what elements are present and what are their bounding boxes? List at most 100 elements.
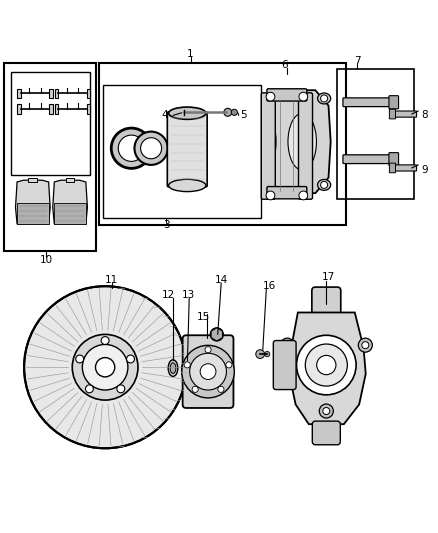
Text: 5: 5 bbox=[240, 110, 247, 120]
FancyBboxPatch shape bbox=[389, 163, 396, 173]
Circle shape bbox=[184, 362, 190, 368]
Polygon shape bbox=[15, 180, 50, 224]
Circle shape bbox=[231, 109, 237, 115]
Text: 15: 15 bbox=[197, 312, 210, 322]
Ellipse shape bbox=[182, 361, 191, 376]
Circle shape bbox=[192, 386, 198, 392]
Circle shape bbox=[72, 334, 138, 400]
Ellipse shape bbox=[318, 180, 331, 190]
Circle shape bbox=[111, 128, 152, 168]
FancyBboxPatch shape bbox=[389, 152, 399, 166]
Circle shape bbox=[266, 92, 275, 101]
FancyBboxPatch shape bbox=[312, 287, 341, 316]
FancyBboxPatch shape bbox=[267, 89, 307, 101]
Bar bbox=[99, 63, 346, 225]
Text: 7: 7 bbox=[353, 55, 360, 66]
Circle shape bbox=[317, 356, 336, 375]
Bar bbox=[87, 88, 91, 98]
Ellipse shape bbox=[318, 93, 331, 104]
FancyBboxPatch shape bbox=[312, 421, 340, 445]
Ellipse shape bbox=[288, 113, 316, 170]
Circle shape bbox=[226, 362, 232, 368]
Circle shape bbox=[305, 344, 347, 386]
Polygon shape bbox=[265, 90, 331, 193]
Circle shape bbox=[210, 328, 223, 341]
Circle shape bbox=[321, 95, 328, 102]
Text: 4: 4 bbox=[161, 110, 168, 120]
Text: 13: 13 bbox=[182, 290, 195, 300]
Bar bbox=[103, 85, 261, 219]
Ellipse shape bbox=[170, 363, 176, 374]
Circle shape bbox=[118, 135, 145, 161]
Bar bbox=[11, 71, 90, 174]
Polygon shape bbox=[17, 203, 49, 224]
Bar bbox=[18, 88, 21, 98]
Text: 3: 3 bbox=[163, 220, 170, 230]
Bar bbox=[54, 88, 58, 98]
Circle shape bbox=[299, 92, 307, 101]
FancyBboxPatch shape bbox=[343, 155, 391, 164]
Bar bbox=[87, 104, 91, 114]
Circle shape bbox=[95, 358, 115, 377]
Circle shape bbox=[85, 385, 93, 393]
Circle shape bbox=[362, 342, 369, 349]
Text: 16: 16 bbox=[263, 281, 276, 291]
Text: 1: 1 bbox=[187, 49, 194, 59]
Circle shape bbox=[319, 404, 333, 418]
FancyBboxPatch shape bbox=[167, 112, 207, 187]
FancyBboxPatch shape bbox=[343, 98, 391, 107]
Bar bbox=[4, 63, 96, 251]
Ellipse shape bbox=[168, 360, 178, 376]
Circle shape bbox=[289, 91, 298, 100]
Ellipse shape bbox=[169, 179, 206, 191]
FancyBboxPatch shape bbox=[261, 93, 275, 199]
Circle shape bbox=[256, 350, 265, 359]
Text: 12: 12 bbox=[162, 290, 175, 300]
Text: 9: 9 bbox=[421, 165, 428, 175]
FancyBboxPatch shape bbox=[389, 96, 399, 109]
Circle shape bbox=[190, 353, 226, 390]
Text: 11: 11 bbox=[105, 274, 118, 285]
Circle shape bbox=[200, 364, 216, 379]
Circle shape bbox=[134, 132, 168, 165]
Circle shape bbox=[76, 355, 84, 363]
Polygon shape bbox=[211, 328, 223, 341]
Circle shape bbox=[218, 386, 224, 392]
Bar bbox=[337, 69, 414, 199]
Circle shape bbox=[358, 338, 372, 352]
Bar bbox=[18, 104, 21, 114]
Bar bbox=[54, 104, 58, 114]
FancyBboxPatch shape bbox=[394, 165, 417, 171]
Circle shape bbox=[297, 335, 356, 395]
Text: 17: 17 bbox=[322, 272, 335, 282]
Circle shape bbox=[205, 346, 211, 353]
Circle shape bbox=[101, 336, 109, 344]
Text: 10: 10 bbox=[39, 255, 53, 265]
Circle shape bbox=[24, 286, 186, 448]
Text: 8: 8 bbox=[421, 110, 428, 120]
Circle shape bbox=[182, 345, 234, 398]
Circle shape bbox=[284, 342, 291, 349]
FancyBboxPatch shape bbox=[273, 341, 296, 390]
Polygon shape bbox=[53, 180, 88, 224]
FancyBboxPatch shape bbox=[299, 93, 313, 199]
Circle shape bbox=[321, 181, 328, 188]
FancyBboxPatch shape bbox=[183, 335, 233, 408]
Circle shape bbox=[299, 191, 307, 200]
Circle shape bbox=[117, 385, 125, 393]
Ellipse shape bbox=[169, 107, 206, 119]
Circle shape bbox=[224, 108, 232, 116]
Circle shape bbox=[323, 408, 330, 415]
Circle shape bbox=[127, 355, 134, 363]
Circle shape bbox=[82, 344, 128, 390]
Text: 6: 6 bbox=[281, 60, 288, 70]
Polygon shape bbox=[66, 179, 74, 182]
FancyBboxPatch shape bbox=[267, 187, 307, 199]
Polygon shape bbox=[289, 312, 366, 424]
Bar bbox=[49, 88, 53, 98]
Circle shape bbox=[280, 338, 294, 352]
FancyBboxPatch shape bbox=[389, 109, 396, 119]
Polygon shape bbox=[28, 179, 37, 182]
FancyBboxPatch shape bbox=[394, 111, 417, 117]
Bar bbox=[49, 104, 53, 114]
